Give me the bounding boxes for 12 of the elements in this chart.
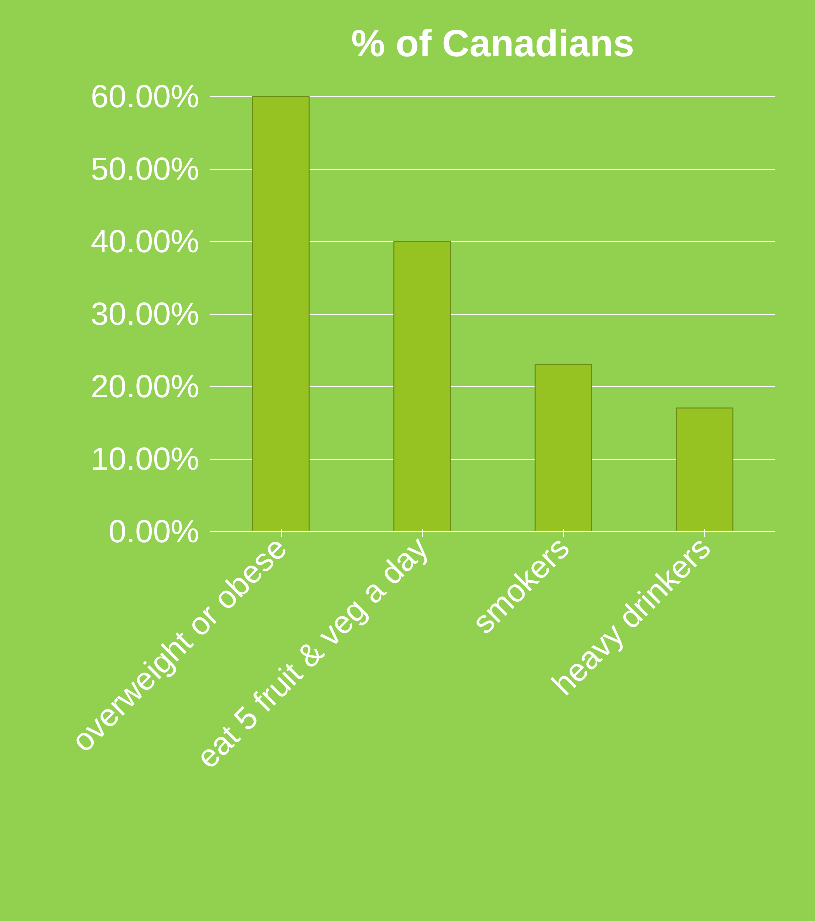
y-tick-label: 30.00% [90, 296, 200, 332]
bar [676, 408, 734, 532]
chart-title: % of Canadians [352, 24, 634, 66]
bar [394, 241, 452, 532]
y-tick-label: 0.00% [108, 514, 200, 550]
y-tick-label: 40.00% [90, 224, 200, 260]
y-tick-label: 20.00% [90, 368, 200, 405]
y-tick-label: 10.00% [90, 441, 200, 478]
bar [534, 364, 592, 532]
y-tick-label: 50.00% [90, 151, 200, 188]
y-tick-label: 60.00% [90, 78, 200, 115]
bar [252, 96, 310, 532]
